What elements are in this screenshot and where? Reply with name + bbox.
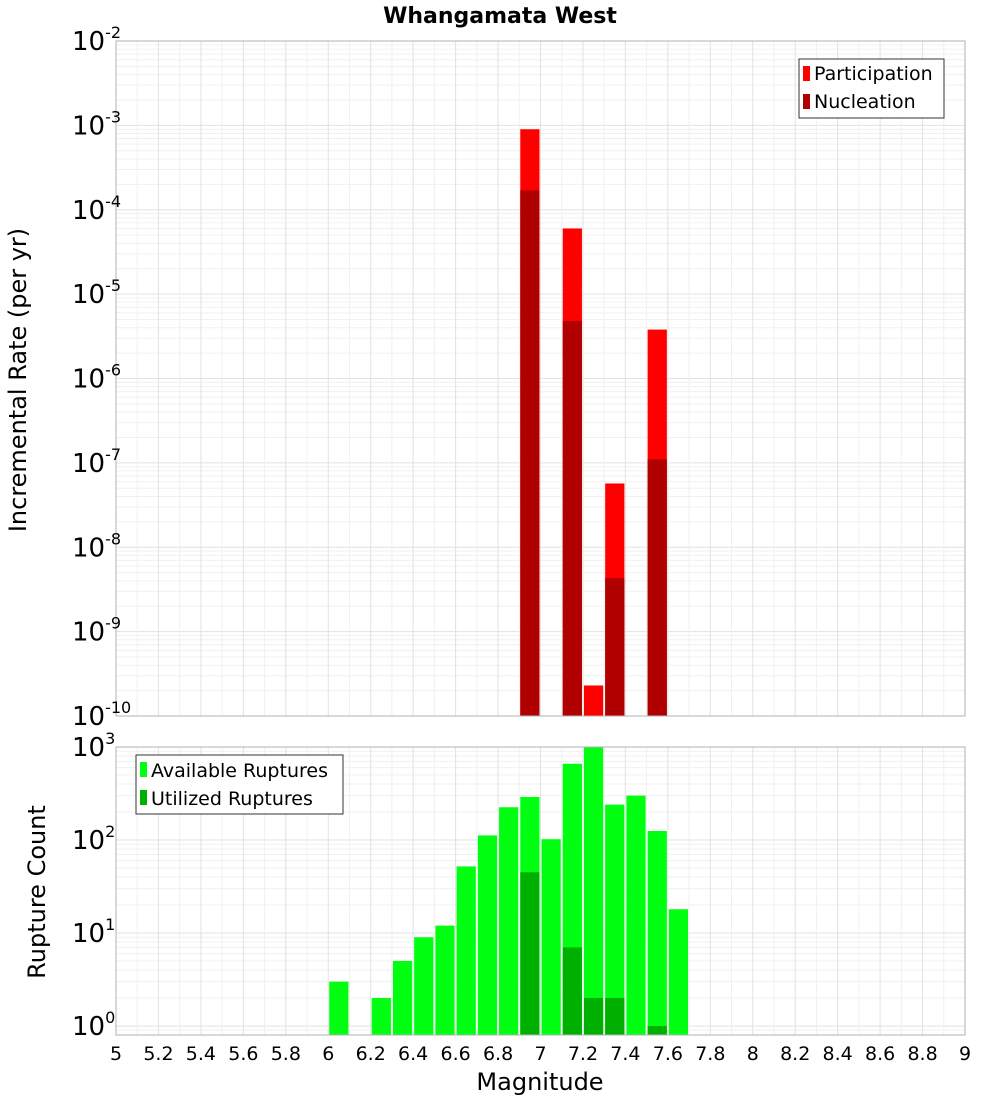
count-bar-available-ruptures: [414, 937, 434, 1035]
count-bar-utilized-ruptures: [562, 947, 582, 1035]
count-bar-available-ruptures: [456, 866, 476, 1035]
x-tick-label: 6.8: [483, 1043, 513, 1065]
count-bar-available-ruptures: [499, 807, 519, 1035]
y-tick-label: 101: [72, 915, 115, 949]
count-legend-box: [135, 754, 344, 815]
count-bar-available-ruptures: [371, 997, 391, 1035]
legend-swatch-nucleation: [803, 94, 810, 109]
y-tick-label: 10-8: [72, 529, 121, 563]
rate-y-ticks: 10-2 10-3 10-4 10-5 10-6 10-7 10-8 10-9 10-10: [72, 23, 131, 732]
x-tick-label: 5.4: [186, 1043, 216, 1065]
y-tick-label: 10-10: [72, 698, 131, 732]
rate-bar-nucleation: [647, 459, 667, 716]
y-tick-label: 10-3: [72, 107, 121, 141]
count-bar-available-ruptures: [541, 839, 561, 1035]
count-bar-utilized-ruptures: [605, 997, 625, 1035]
legend-swatch-utilized: [140, 790, 147, 805]
x-tick-label: 6.6: [440, 1043, 470, 1065]
legend-label-utilized: Utilized Ruptures: [151, 788, 313, 810]
x-tick-label: 7.8: [695, 1043, 725, 1065]
rate-grid: [115, 40, 966, 717]
x-tick-label: 6.4: [398, 1043, 428, 1065]
rate-y-axis-label: Incremental Rate (per yr): [4, 228, 32, 532]
x-tick-label: 7.4: [610, 1043, 640, 1065]
count-plot-frame: [115, 746, 966, 1036]
y-tick-label: 100: [72, 1008, 115, 1042]
rate-legend-box: [798, 58, 945, 119]
x-tick-label: 5: [110, 1043, 122, 1065]
x-tick-label: 5.8: [271, 1043, 301, 1065]
y-tick-label: 10-2: [72, 23, 121, 57]
x-tick-label: 7: [534, 1043, 546, 1065]
y-tick-label: 10-6: [72, 361, 121, 395]
legend-swatch-participation: [803, 66, 810, 81]
rate-bars: [520, 129, 667, 717]
x-tick-label: 7.6: [653, 1043, 683, 1065]
count-bar-available-ruptures: [435, 925, 455, 1035]
legend-label-nucleation: Nucleation: [814, 91, 916, 113]
count-bar-utilized-ruptures: [647, 1025, 667, 1035]
x-tick-label: 5.6: [228, 1043, 258, 1065]
count-bar-available-ruptures: [605, 804, 625, 1035]
rate-legend: Participation Nucleation: [798, 58, 945, 119]
count-bar-utilized-ruptures: [583, 997, 604, 1035]
count-y-axis-label: Rupture Count: [23, 805, 51, 979]
x-tick-label: 6: [322, 1043, 334, 1065]
y-tick-label: 103: [72, 729, 115, 763]
x-tick-label: 7.2: [568, 1043, 598, 1065]
count-bar-available-ruptures: [668, 909, 689, 1035]
count-y-ticks: 103 102 101 100: [72, 729, 115, 1042]
y-tick-label: 10-5: [72, 276, 121, 310]
rate-bar-participation: [583, 685, 604, 716]
x-tick-label: 9: [959, 1043, 971, 1065]
chart-title: Whangamata West: [383, 4, 617, 29]
y-tick-label: 102: [72, 822, 115, 856]
count-bar-available-ruptures: [392, 960, 413, 1035]
count-bar-available-ruptures: [477, 835, 498, 1035]
legend-label-participation: Participation: [814, 63, 933, 85]
count-bar-available-ruptures: [329, 981, 349, 1035]
x-tick-label: 8.4: [823, 1043, 853, 1065]
count-bar-utilized-ruptures: [520, 872, 540, 1035]
count-x-ticks: 5 5.2 5.4 5.6 5.8 6 6.2 6.4 6.6 6.8 7 7.2 7.4 7.6 7.8 8…: [110, 1043, 971, 1065]
y-tick-label: 10-4: [72, 192, 121, 226]
rate-bar-nucleation: [605, 578, 625, 716]
legend-swatch-available: [140, 762, 147, 777]
x-tick-label: 8.8: [907, 1043, 937, 1065]
rate-plot: 10-2 10-3 10-4 10-5 10-6 10-7 10-8 10-9 10-10 In…: [4, 23, 966, 732]
rate-bar-nucleation: [562, 321, 582, 716]
count-legend: Available Ruptures Utilized Ruptures: [135, 754, 344, 815]
y-tick-label: 10-7: [72, 445, 121, 479]
x-tick-label: 8.6: [865, 1043, 895, 1065]
x-tick-label: 8: [747, 1043, 759, 1065]
count-bar-available-ruptures: [583, 747, 604, 1035]
count-plot: 103 102 101 100 5 5.2 5.4 5.6 5.8 6 6.2 6.4 6.6 6.8 7…: [23, 729, 971, 1096]
x-tick-label: 8.2: [780, 1043, 810, 1065]
x-tick-label: 5.2: [143, 1043, 173, 1065]
legend-label-available: Available Ruptures: [151, 760, 328, 782]
count-bar-available-ruptures: [626, 795, 646, 1035]
rate-plot-frame: [115, 40, 966, 717]
y-tick-label: 10-9: [72, 614, 121, 648]
count-bars: [329, 747, 689, 1035]
rate-bar-nucleation: [520, 190, 540, 716]
x-tick-label: 6.2: [356, 1043, 386, 1065]
count-bar-available-ruptures: [647, 830, 667, 1035]
x-axis-label: Magnitude: [476, 1068, 603, 1096]
